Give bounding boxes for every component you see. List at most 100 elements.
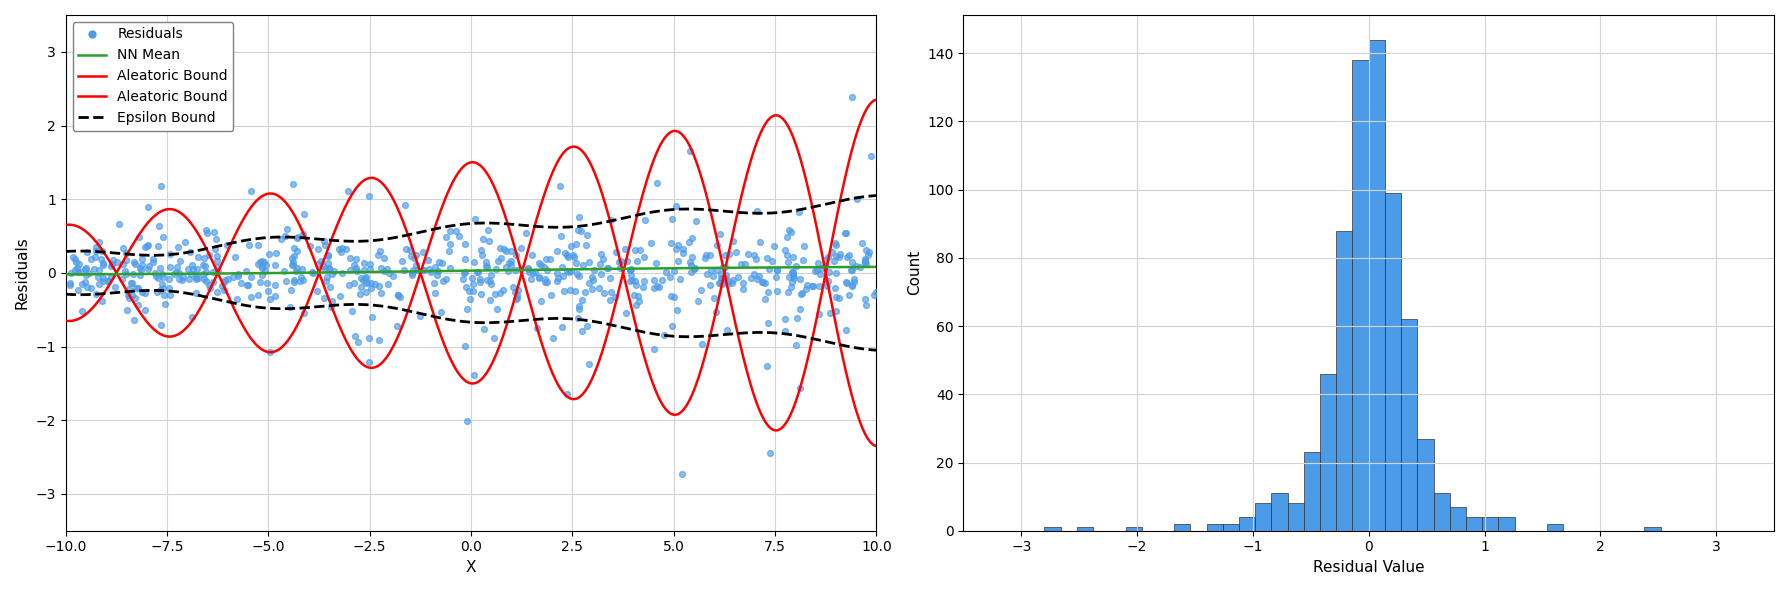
Residuals	[397, 268, 426, 278]
Residuals	[830, 228, 859, 238]
Residuals	[145, 222, 174, 231]
Residuals	[472, 257, 501, 267]
Residuals	[640, 283, 669, 293]
Residuals	[506, 243, 535, 253]
Residuals	[497, 247, 526, 256]
Residuals	[138, 254, 166, 264]
Residuals	[68, 279, 97, 289]
Residuals	[295, 242, 324, 251]
Residuals	[342, 254, 370, 264]
Residuals	[114, 291, 143, 300]
Residuals	[290, 229, 318, 238]
Bar	[1240, 517, 1256, 531]
Residuals	[148, 290, 177, 300]
Residuals	[755, 448, 784, 458]
Aleatoric Bound	[428, 214, 449, 221]
Residuals	[759, 256, 787, 266]
Residuals	[615, 265, 644, 274]
Residuals	[116, 278, 145, 288]
Residuals	[862, 287, 891, 297]
Residuals	[191, 262, 220, 271]
Residuals	[571, 287, 599, 297]
Residuals	[821, 238, 850, 248]
Residuals	[494, 258, 522, 268]
Residuals	[267, 235, 295, 244]
Residuals	[250, 266, 279, 276]
Residuals	[821, 251, 850, 261]
Residuals	[98, 255, 127, 265]
Residuals	[424, 266, 453, 276]
Residuals	[565, 212, 594, 221]
Residuals	[420, 278, 449, 287]
Residuals	[435, 247, 463, 256]
Bar	[1174, 524, 1190, 531]
Residuals	[347, 274, 376, 283]
Residuals	[451, 254, 479, 263]
Residuals	[299, 268, 327, 277]
Residuals	[587, 249, 615, 258]
Residuals	[546, 182, 574, 191]
Residuals	[682, 263, 710, 273]
Residuals	[93, 277, 122, 286]
Aleatoric Bound	[428, 325, 449, 332]
Residuals	[596, 296, 624, 305]
Residuals	[308, 261, 336, 271]
Residuals	[526, 260, 555, 270]
Residuals	[619, 290, 648, 300]
Residuals	[89, 273, 118, 283]
Residuals	[148, 272, 177, 281]
Residuals	[723, 273, 751, 282]
Residuals	[318, 269, 347, 278]
Residuals	[789, 255, 818, 265]
Residuals	[556, 286, 585, 295]
Residuals	[98, 260, 127, 269]
Residuals	[336, 254, 365, 263]
Residuals	[304, 244, 333, 254]
Residuals	[385, 290, 413, 300]
Aleatoric Bound	[843, 142, 864, 149]
Residuals	[753, 253, 782, 263]
Residuals	[746, 237, 775, 247]
Residuals	[497, 256, 526, 266]
Residuals	[454, 286, 483, 296]
Epsilon Bound	[141, 252, 163, 259]
Bar	[1125, 527, 1141, 531]
Bar	[1288, 503, 1304, 531]
Residuals	[522, 323, 551, 333]
Residuals	[837, 265, 866, 274]
Residuals	[200, 227, 229, 237]
Residuals	[123, 283, 152, 293]
Residuals	[503, 293, 531, 303]
Residuals	[835, 290, 864, 300]
Residuals	[494, 266, 522, 276]
Residuals	[801, 266, 830, 276]
Residuals	[451, 239, 479, 248]
Residuals	[385, 291, 413, 300]
Residuals	[134, 202, 163, 212]
Residuals	[805, 281, 834, 290]
Residuals	[775, 257, 803, 267]
Residuals	[850, 256, 878, 266]
Residuals	[487, 243, 515, 253]
Residuals	[93, 276, 122, 286]
Residuals	[148, 232, 177, 241]
Residuals	[234, 241, 263, 250]
Residuals	[762, 266, 791, 275]
Residuals	[628, 283, 657, 292]
Residuals	[182, 289, 211, 298]
Residuals	[780, 274, 809, 283]
Epsilon Bound	[97, 249, 118, 256]
Residuals	[487, 253, 515, 263]
Residuals	[578, 276, 606, 285]
Residuals	[127, 254, 156, 264]
Residuals	[775, 225, 803, 234]
Residuals	[150, 300, 179, 309]
Residuals	[814, 276, 843, 286]
Residuals	[182, 252, 211, 261]
Residuals	[270, 267, 299, 276]
Residuals	[606, 257, 635, 266]
Residuals	[213, 240, 242, 250]
Residuals	[191, 267, 220, 277]
Residuals	[526, 273, 555, 283]
Epsilon Bound	[843, 195, 864, 202]
